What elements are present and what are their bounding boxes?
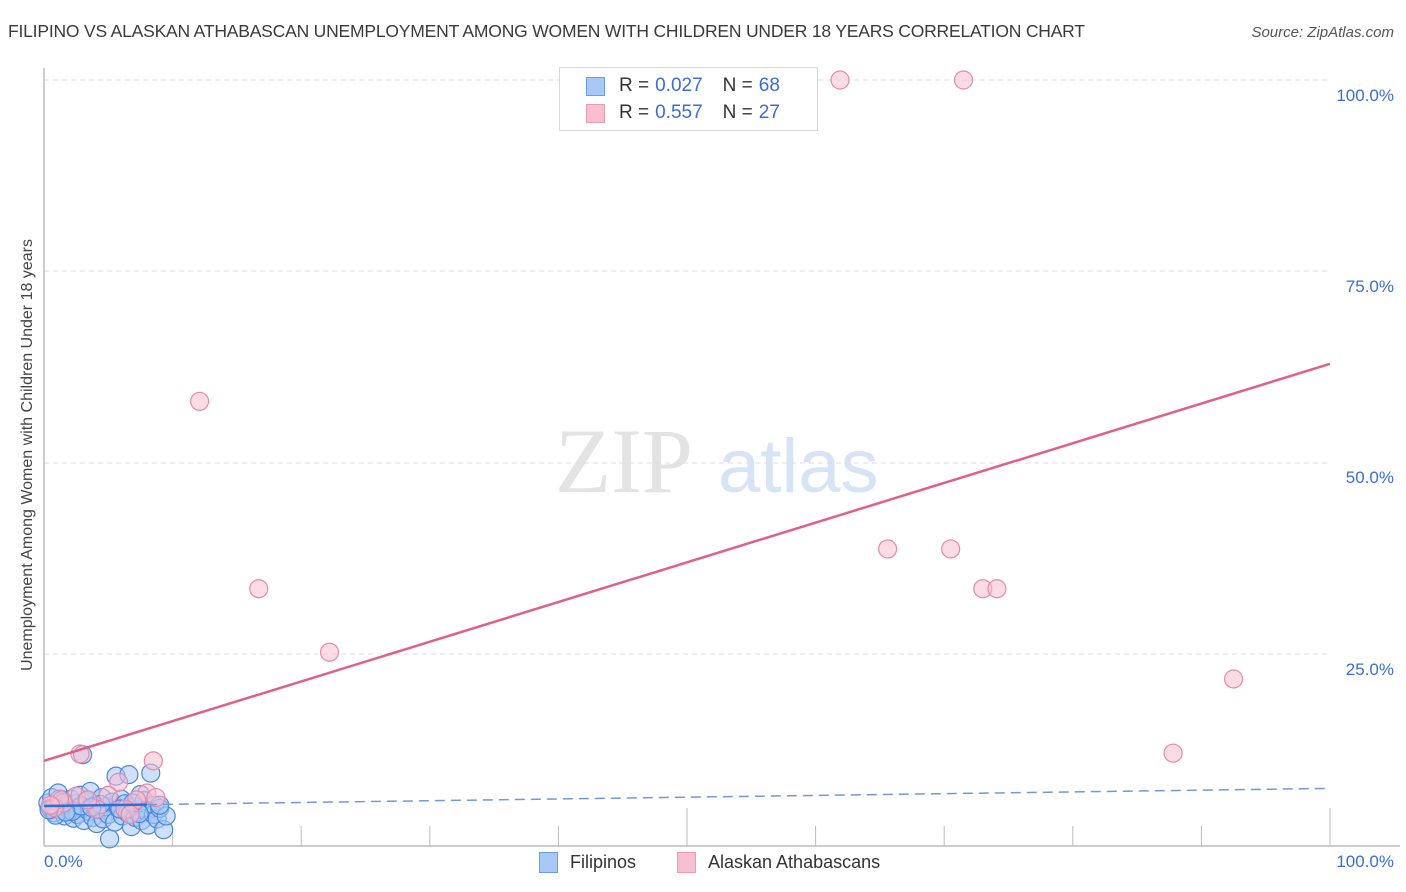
legend-label: Alaskan Athabascans xyxy=(708,852,881,872)
data-point xyxy=(941,539,961,559)
data-point xyxy=(120,804,140,825)
alaskan-athabascans-trend-line xyxy=(43,362,1331,763)
data-point xyxy=(1163,743,1183,763)
data-point xyxy=(146,787,166,808)
y-tick-25: 25.0% xyxy=(1345,660,1394,679)
n-label: N = xyxy=(722,75,753,96)
legend-item-alaskan-athabascans[interactable]: Alaskan Athabascans xyxy=(677,852,880,873)
data-point xyxy=(143,751,163,771)
data-point xyxy=(99,829,120,849)
data-point xyxy=(953,70,974,90)
watermark-atlas: atlas xyxy=(718,424,879,509)
y-tick-100: 100.0% xyxy=(1336,86,1394,105)
n-value: 27 xyxy=(758,102,780,123)
r-value: 0.027 xyxy=(655,75,703,96)
data-point xyxy=(108,772,129,792)
legend-row-alaskan-athabascans: R = 0.557 N = 27 xyxy=(586,100,780,126)
data-point xyxy=(830,70,850,90)
legend-label: Filipinos xyxy=(570,852,637,872)
filipinos-trend-line-dashed xyxy=(146,787,1331,806)
data-point xyxy=(878,539,898,559)
x-tick-100: 100.0% xyxy=(1336,852,1394,871)
correlation-legend: R = 0.027 N = 68 R = 0.557 N = 27 xyxy=(559,67,818,131)
watermark-zip: ZIP xyxy=(555,410,693,512)
data-point xyxy=(1223,669,1244,689)
r-label: R = xyxy=(619,102,650,123)
y-tick-75: 75.0% xyxy=(1345,277,1394,296)
alaskan-athabascans-swatch xyxy=(677,852,696,873)
series-legend: Filipinos Alaskan Athabascans xyxy=(0,852,1406,878)
chart-title: FILIPINO VS ALASKAN ATHABASCAN UNEMPLOYM… xyxy=(8,21,1085,41)
y-tick-50: 50.0% xyxy=(1345,468,1394,487)
legend-row-filipinos: R = 0.027 N = 68 xyxy=(586,73,780,99)
x-tick-0: 0.0% xyxy=(44,852,83,871)
filipinos-swatch xyxy=(539,852,558,873)
n-label: N = xyxy=(722,102,753,123)
r-value: 0.557 xyxy=(655,102,703,123)
data-point xyxy=(190,391,210,411)
alaskan-athabascans-swatch xyxy=(586,103,605,123)
filipinos-swatch xyxy=(586,76,605,96)
x-axis-ticks xyxy=(43,808,1331,846)
gridlines xyxy=(44,79,1330,655)
data-point xyxy=(249,579,269,599)
legend-item-filipinos[interactable]: Filipinos xyxy=(539,852,636,873)
data-point xyxy=(319,642,340,662)
data-point xyxy=(987,579,1007,599)
source-label: Source: ZipAtlas.com xyxy=(1251,24,1394,41)
n-value: 68 xyxy=(758,75,780,96)
filipinos-trend-line-solid xyxy=(43,803,147,808)
r-label: R = xyxy=(619,75,650,96)
